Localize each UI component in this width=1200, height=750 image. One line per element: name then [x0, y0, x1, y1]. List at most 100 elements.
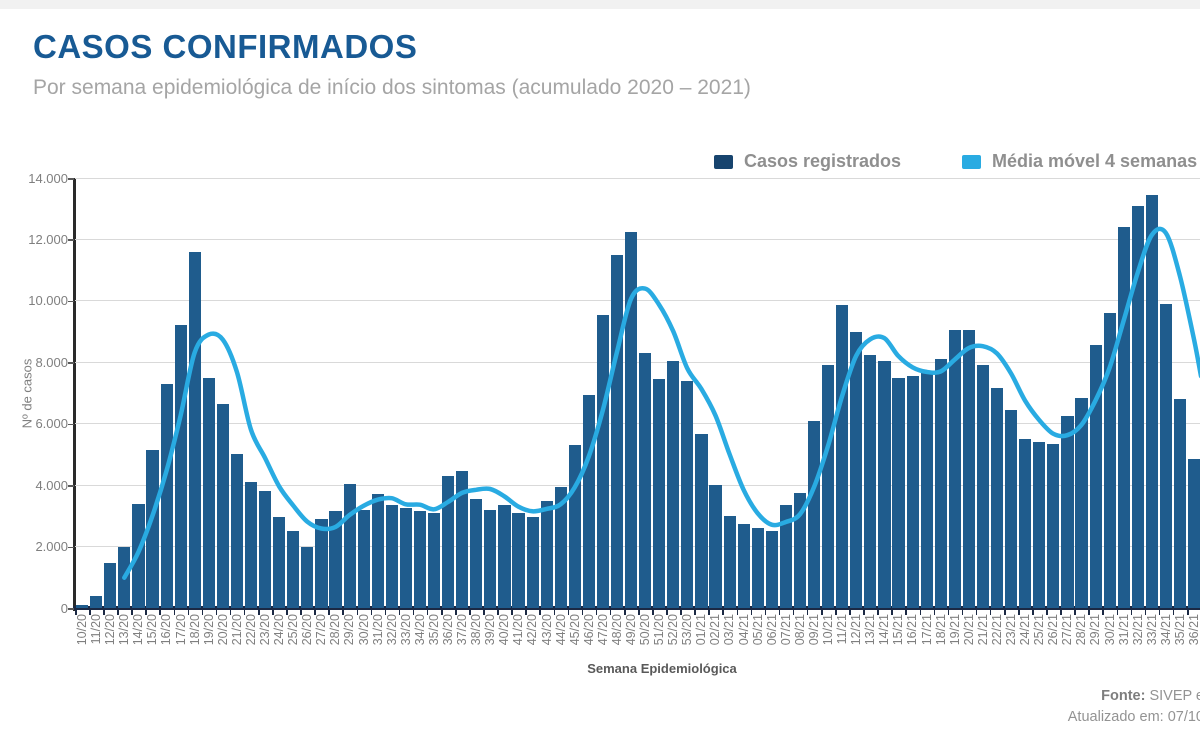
bar: [1005, 409, 1018, 608]
y-tick-mark: [68, 423, 74, 426]
y-axis-line: [73, 178, 76, 611]
bar: [287, 531, 300, 608]
y-tick-label: 4.000: [35, 477, 68, 493]
x-tick-mark: [553, 610, 556, 615]
bar: [1047, 443, 1060, 608]
bar: [962, 330, 975, 608]
y-tick-mark: [68, 362, 74, 364]
x-tick-label: 32/21: [1130, 614, 1145, 646]
x-tick-mark: [356, 610, 359, 615]
bar: [315, 518, 328, 608]
bar: [1145, 194, 1158, 608]
x-tick-mark: [483, 610, 485, 615]
x-tick-label: 51/20: [652, 614, 667, 646]
gridline: [75, 361, 1200, 363]
bar: [878, 360, 891, 608]
x-tick-mark: [229, 610, 232, 615]
x-tick-label: 28/21: [1074, 614, 1089, 646]
bar: [1188, 459, 1200, 608]
y-tick-label: 6.000: [35, 416, 68, 432]
x-tick-mark: [314, 610, 316, 615]
x-tick-mark: [567, 610, 570, 615]
x-tick-mark: [440, 610, 443, 615]
x-tick-label: 10/20: [75, 614, 90, 646]
x-tick-label: 13/20: [117, 614, 132, 646]
bar: [850, 331, 863, 608]
x-tick-mark: [1074, 610, 1076, 615]
x-tick-mark: [595, 610, 598, 615]
x-tick-mark: [764, 610, 767, 615]
moving-average-line: [122, 226, 1200, 580]
bar: [765, 531, 778, 608]
x-tick-label: 13/21: [863, 614, 878, 646]
x-tick-label: 26/21: [1046, 614, 1061, 646]
y-tick-mark: [68, 239, 74, 241]
x-tick-label: 39/20: [483, 614, 498, 646]
footer-source: Fonte: SIVEP e: [1068, 686, 1200, 707]
y-tick-label: 0: [60, 600, 68, 616]
bar: [104, 563, 117, 608]
x-tick-label: 02/21: [708, 614, 723, 646]
gridline: [75, 238, 1200, 240]
x-tick-label: 25/20: [286, 614, 301, 646]
x-tick-label: 46/20: [581, 614, 596, 646]
x-tick-mark: [525, 610, 527, 615]
bar: [202, 377, 215, 608]
x-tick-label: 40/20: [497, 614, 512, 646]
x-tick-label: 24/20: [272, 614, 287, 646]
y-tick-label: 8.000: [35, 354, 68, 370]
x-tick-mark: [891, 610, 893, 615]
x-tick-label: 03/21: [722, 614, 737, 646]
x-tick-mark: [736, 610, 739, 615]
y-tick-label: 2.000: [35, 539, 68, 555]
x-tick-label: 31/21: [1116, 614, 1131, 646]
bar: [470, 498, 483, 608]
y-tick-mark: [68, 178, 74, 180]
bar: [625, 231, 638, 608]
x-tick-label: 50/20: [638, 614, 653, 646]
x-tick-label: 21/21: [975, 614, 990, 646]
x-tick-label: 35/20: [426, 614, 441, 646]
x-tick-label: 16/20: [159, 614, 174, 646]
bar: [76, 604, 89, 608]
x-tick-label: 22/21: [989, 614, 1004, 646]
x-tick-label: 29/20: [342, 614, 357, 646]
x-tick-label: 27/21: [1060, 614, 1075, 646]
x-tick-mark: [1003, 610, 1006, 615]
x-tick-mark: [1032, 610, 1034, 615]
footer: Fonte: SIVEP e Atualizado em: 07/10: [1068, 686, 1200, 728]
page-subtitle: Por semana epidemiológica de início dos …: [33, 76, 751, 99]
x-tick-mark: [497, 610, 499, 615]
gridline: [75, 300, 1200, 302]
bar: [554, 486, 567, 608]
x-tick-mark: [1102, 610, 1105, 615]
x-tick-label: 15/21: [891, 614, 906, 646]
x-tick-label: 19/21: [947, 614, 962, 646]
x-tick-label: 08/21: [792, 614, 807, 646]
x-tick-label: 52/20: [666, 614, 681, 646]
x-tick-label: 20/21: [961, 614, 976, 646]
bar: [976, 365, 990, 608]
bar: [1075, 397, 1088, 608]
x-tick-label: 14/21: [877, 614, 892, 646]
x-tick-label: 24/21: [1018, 614, 1033, 646]
page-title: CASOS CONFIRMADOS: [33, 28, 418, 65]
bar: [920, 373, 933, 608]
x-tick-label: 05/21: [750, 614, 765, 646]
x-tick-mark: [215, 610, 218, 615]
bar: [1019, 439, 1032, 608]
x-tick-mark: [173, 610, 176, 615]
x-tick-mark: [469, 610, 471, 615]
x-tick-mark: [778, 610, 781, 615]
x-tick-mark: [947, 610, 950, 615]
bar: [990, 388, 1004, 608]
x-tick-mark: [652, 610, 654, 615]
gridline: [75, 177, 1200, 179]
bar: [723, 515, 736, 608]
bar: [596, 314, 610, 608]
bar: [1103, 313, 1116, 608]
x-tick-label: 30/20: [356, 614, 371, 646]
gridline: [75, 484, 1200, 486]
bar: [273, 517, 286, 608]
bar: [822, 365, 835, 608]
